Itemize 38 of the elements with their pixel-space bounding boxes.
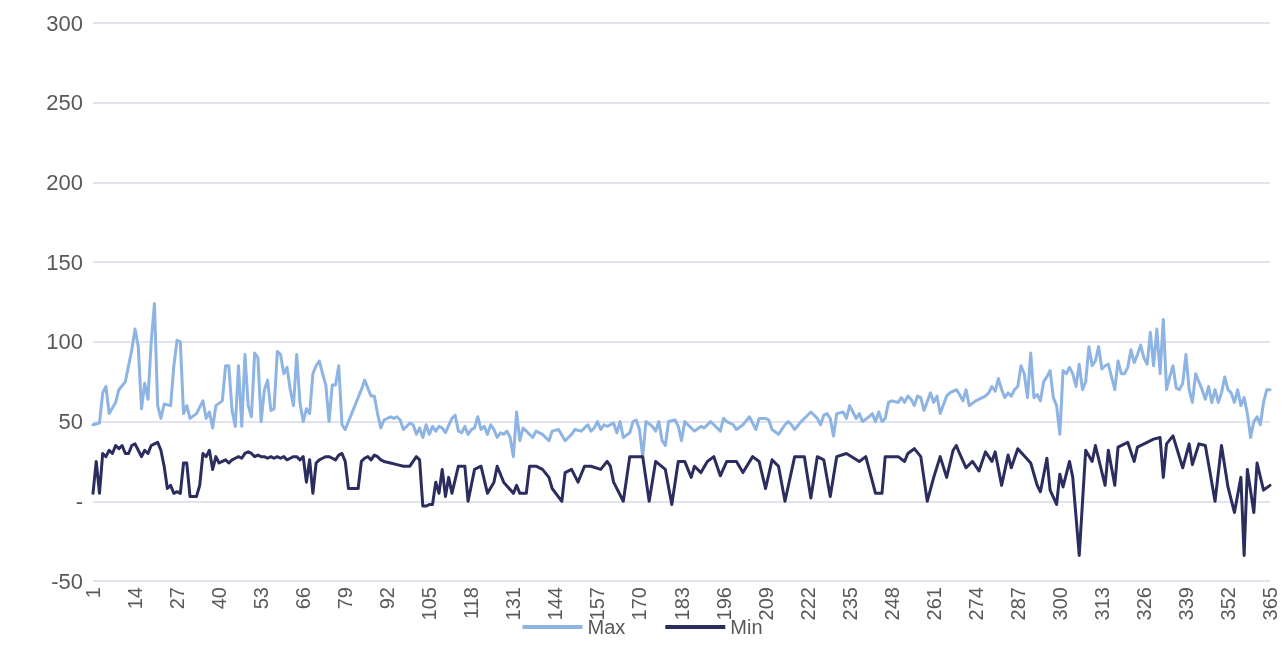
x-tick-label: 326 — [1132, 587, 1155, 621]
x-tick-label: 235 — [838, 587, 861, 621]
x-tick-label: 313 — [1090, 587, 1113, 621]
x-tick-label: 144 — [544, 587, 567, 621]
x-tick-label: 105 — [418, 587, 441, 621]
x-tick-label: 209 — [754, 587, 777, 621]
x-tick-label: 66 — [292, 587, 315, 610]
x-tick-label: 274 — [964, 587, 987, 621]
x-tick-label: 287 — [1006, 587, 1029, 621]
x-tick-label: 222 — [796, 587, 819, 621]
x-tick-label: 1 — [82, 587, 104, 599]
x-tick-label: 300 — [1048, 587, 1071, 621]
y-tick-label: 300 — [46, 10, 83, 36]
x-tick-label: 248 — [880, 587, 903, 621]
line-series — [91, 434, 1272, 557]
y-tick-label: 50 — [58, 409, 83, 435]
x-tick-label: 118 — [460, 587, 483, 619]
x-tick-label: 170 — [628, 587, 651, 621]
y-tick-label: -50 — [51, 568, 83, 594]
x-tick-label: 352 — [1216, 587, 1239, 621]
y-tick-label: 250 — [46, 90, 83, 116]
x-tick-label: 27 — [166, 587, 189, 610]
x-tick-label: 339 — [1174, 587, 1197, 621]
x-tick-label: 261 — [922, 587, 945, 621]
x-tick-label: 196 — [712, 587, 735, 621]
y-tick-label: 100 — [46, 329, 83, 355]
x-tick-label: 79 — [334, 587, 357, 610]
x-tick-label: 365 — [1259, 587, 1281, 621]
y-tick-label: - — [75, 488, 83, 514]
x-tick-label: 131 — [502, 587, 525, 621]
y-tick-label: 150 — [46, 249, 83, 275]
x-tick-label: 40 — [208, 587, 231, 610]
x-tick-label: 14 — [124, 587, 147, 610]
line-series — [91, 302, 1272, 459]
x-tick-label: 183 — [670, 587, 693, 621]
x-tick-label: 92 — [376, 587, 399, 610]
y-tick-label: 200 — [46, 169, 83, 195]
x-tick-label: 53 — [250, 587, 273, 610]
